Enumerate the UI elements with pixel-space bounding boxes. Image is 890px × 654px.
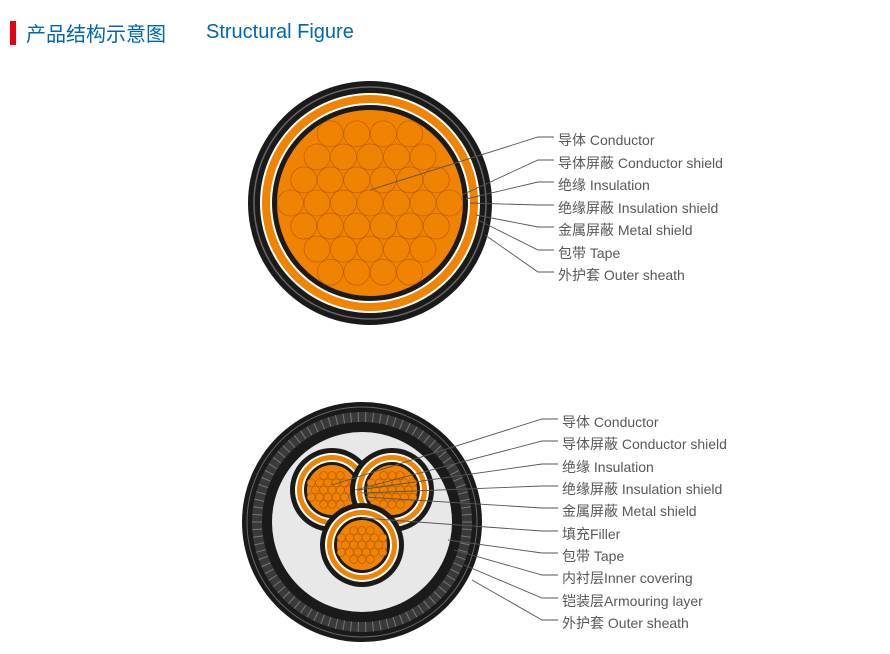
diagram-label: 金属屏蔽 Metal shield bbox=[558, 220, 693, 240]
diagram-label: 包带 Tape bbox=[562, 546, 624, 566]
diagram-label: 绝缘屏蔽 Insulation shield bbox=[558, 198, 718, 218]
diagram-label: 外护套 Outer sheath bbox=[558, 265, 685, 285]
diagram-label: 铠装层Armouring layer bbox=[562, 591, 703, 611]
diagram-label: 绝缘 Insulation bbox=[558, 175, 650, 195]
header: 产品结构示意图 Structural Figure bbox=[0, 0, 890, 65]
diagram-label: 绝缘 Insulation bbox=[562, 457, 654, 477]
title-chinese: 产品结构示意图 bbox=[26, 18, 166, 47]
diagram-label: 导体 Conductor bbox=[558, 130, 654, 150]
red-bar-icon bbox=[10, 21, 16, 45]
diagram-label: 金属屏蔽 Metal shield bbox=[562, 501, 697, 521]
diagram-label: 导体 Conductor bbox=[562, 412, 658, 432]
title-english: Structural Figure bbox=[206, 21, 354, 44]
diagram-label: 内衬层Inner covering bbox=[562, 568, 693, 588]
diagram-label: 导体屏蔽 Conductor shield bbox=[562, 434, 727, 454]
diagram-label: 绝缘屏蔽 Insulation shield bbox=[562, 479, 722, 499]
diagram-label: 包带 Tape bbox=[558, 243, 620, 263]
diagram-label: 填充Filler bbox=[562, 524, 620, 544]
diagram-label: 导体屏蔽 Conductor shield bbox=[558, 153, 723, 173]
diagram-svg bbox=[0, 0, 890, 654]
diagram-label: 外护套 Outer sheath bbox=[562, 613, 689, 633]
